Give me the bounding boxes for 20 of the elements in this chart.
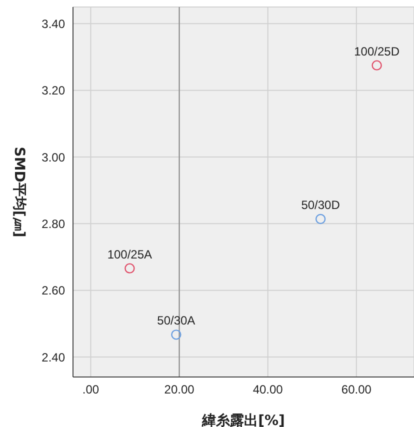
x-tick-label: .00 (82, 382, 100, 397)
y-tick-label: 3.40 (42, 16, 66, 31)
y-tick-label: 3.20 (42, 84, 66, 98)
point (315, 214, 326, 224)
x-axis-title: 緯糸露出[%] (201, 412, 285, 427)
annotation: 50/30D (301, 198, 340, 212)
x-tick-label: 60.00 (341, 382, 372, 397)
point (124, 263, 135, 274)
y-axis-title: SMD平均[㎛] (11, 146, 28, 238)
y-tick-label: 2.60 (42, 284, 66, 298)
annotation: 100/25A (107, 247, 152, 262)
point (171, 330, 182, 340)
y-tick-label: 2.80 (42, 216, 66, 231)
x-tick-label: 40.00 (252, 382, 284, 397)
y-tick-label: 3.00 (42, 150, 66, 164)
x-tick-label: 20.00 (164, 382, 195, 397)
annotation: 100/25D (354, 44, 400, 58)
annotation: 50/30A (157, 314, 196, 328)
point (372, 60, 382, 70)
y-tick-label: 2.40 (42, 350, 66, 364)
